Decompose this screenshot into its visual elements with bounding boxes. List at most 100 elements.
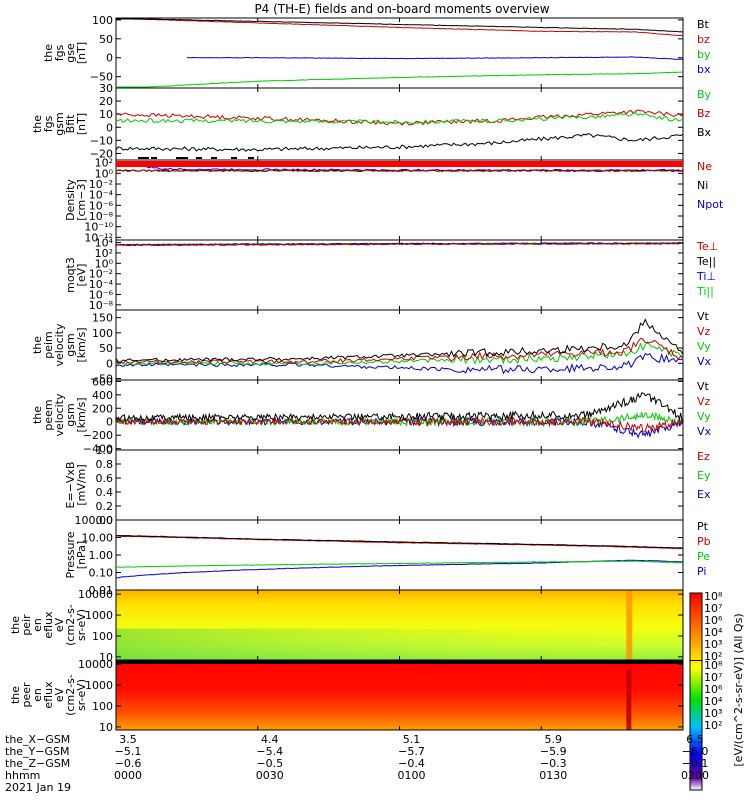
footer-value-x: 5.1: [403, 733, 421, 746]
footer-value-y: −6.0: [682, 745, 709, 758]
y-tick-label: 10⁻⁶: [89, 199, 114, 212]
y-tick-label: 10⁴: [95, 237, 114, 250]
colorbar-tick-label: 10⁴: [704, 626, 723, 639]
spectrogram-peir-event: [626, 590, 633, 660]
legend-entry: bx: [697, 63, 711, 76]
quality-flag-mark: [248, 157, 254, 159]
panel-frame: [115, 239, 684, 311]
series-line-bz: [116, 18, 684, 37]
y-tick-label: −50: [90, 372, 113, 385]
y-axis-label-line: fgs: [53, 44, 66, 61]
legend-entry: Ti||: [696, 285, 714, 298]
series-group-fgs: [116, 18, 684, 88]
y-axis-label-line: velocity: [53, 323, 66, 366]
series-group-fgs_gsm: [115, 109, 684, 152]
footer-row-label: the_Z−GSM: [5, 757, 70, 770]
footer-value-x: 5.9: [545, 733, 563, 746]
y-tick-label: 10: [99, 651, 113, 664]
quality-flag-mark: [138, 157, 144, 159]
panel-efield: 1.00.80.60.40.20.0 E=−VxB[mV/m] Ez Ey Ex: [64, 444, 711, 527]
y-tick-label: 50: [99, 33, 113, 46]
legend-entry: Vy: [697, 340, 711, 353]
colorbar-tick-label: 10²: [704, 650, 722, 663]
legend-entry: Te⊥: [696, 240, 718, 253]
y-tick-label: 600: [92, 375, 113, 388]
legend-entry: By: [697, 88, 712, 101]
y-axis-label-line: Pressure: [64, 531, 77, 578]
panel-frame: [115, 159, 684, 241]
y-axis-label-line: eflux: [42, 611, 55, 639]
legend-entry: Ti⊥: [696, 270, 716, 283]
legend-entry: Vz: [697, 325, 711, 338]
y-axis-label-line: peem: [42, 399, 55, 430]
footer-row-label: the_Y−GSM: [5, 745, 70, 758]
y-axis-label-line: [mV/m]: [75, 464, 88, 505]
colorbar-tick-label: 10³: [704, 638, 722, 651]
y-tick-label: −50: [90, 71, 113, 84]
y-axis-label-line: the: [42, 44, 55, 62]
legend-entry: Bz: [697, 107, 711, 120]
y-axis-label-line: (cm2-s-: [64, 604, 77, 646]
footer-value-x: 6.5: [686, 733, 704, 746]
colorbar-tick-label: 10⁴: [704, 695, 723, 708]
footer-value-z: −0.3: [540, 757, 567, 770]
footer-row-label: 2021 Jan 19: [5, 781, 71, 794]
y-axis-label-line: the: [31, 115, 44, 133]
y-axis-label-line: fgs: [42, 115, 55, 132]
colorbar-label: [eV/(cm^2-s-sr-eV)] (All Qs): [732, 613, 745, 766]
y-tick-label: 100: [92, 14, 113, 27]
spectrogram-peer-event: [626, 670, 632, 730]
y-tick-label: 10⁻⁶: [89, 288, 114, 301]
legend-entry: Vx: [697, 425, 712, 438]
y-axis-label-line: [km/s]: [75, 397, 88, 432]
colorbar-divider: [690, 660, 702, 661]
footer-value-x: 4.4: [261, 733, 279, 746]
quality-flag-bar: [116, 161, 683, 167]
y-tick-label: −20: [90, 147, 113, 160]
y-axis-label-line: velocity: [53, 393, 66, 436]
y-tick-label: 10⁻⁴: [89, 278, 114, 291]
colorbar-tick-label: 10⁶: [704, 614, 723, 627]
footer-value-t: 0130: [539, 769, 567, 782]
y-tick-label: 10: [99, 721, 113, 734]
y-axis-label-line: gsm: [64, 333, 77, 356]
footer-value-y: −5.7: [398, 745, 425, 758]
y-tick-label: 0.2: [96, 500, 114, 513]
y-axis-label-line: moqt3: [64, 257, 77, 293]
footer-value-t: 0030: [256, 769, 284, 782]
y-tick-label: 10⁻¹⁰: [84, 221, 113, 234]
footer-row-label: the_X−GSM: [5, 733, 70, 746]
y-axis-label-line: E=−VxB: [64, 462, 77, 509]
series-line-ni: [115, 169, 684, 173]
y-tick-label: 10000: [78, 658, 113, 671]
legend-entry: Pe: [697, 550, 710, 563]
colorbar-tick-label: 10⁸: [704, 659, 723, 672]
y-tick-label: −200: [83, 429, 113, 442]
legend-entry: Ey: [697, 469, 711, 482]
legend-entry: Vt: [697, 310, 710, 323]
legend-entry: Te||: [696, 255, 716, 268]
y-axis-label-line: Bfit: [64, 114, 77, 133]
y-tick-label: 10⁰: [95, 167, 114, 180]
footer-value-t: 0100: [398, 769, 426, 782]
legend-entry: by: [697, 48, 711, 61]
colorbar-tick-label: 10⁶: [704, 683, 723, 696]
y-tick-label: 1.0: [96, 444, 114, 457]
y-axis-label-line: the: [31, 406, 44, 424]
y-tick-label: 10⁻¹²: [84, 231, 113, 244]
y-tick-label: 30: [99, 82, 113, 95]
legend-entry: Pi: [697, 565, 706, 578]
y-axis-label-line: peer: [20, 682, 33, 708]
y-tick-label: 10.00: [82, 532, 114, 545]
quality-flag-mark: [176, 157, 182, 159]
legend-entry: Pb: [697, 535, 711, 548]
legend-entry: bz: [697, 33, 710, 46]
footer-value-y: −5.1: [115, 745, 142, 758]
y-axis-label-line: [nT]: [75, 113, 88, 135]
series-line-vz: [115, 337, 684, 365]
